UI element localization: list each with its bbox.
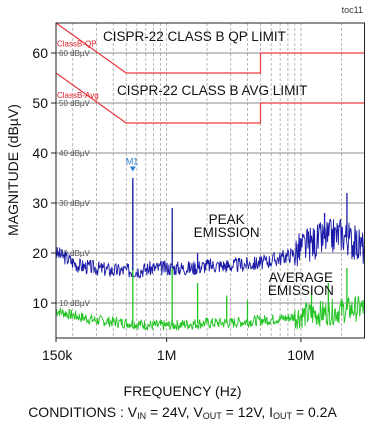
marker-label: M1 bbox=[126, 157, 139, 167]
qp-limit-annotation: CISPR-22 CLASS B QP LIMIT bbox=[103, 29, 286, 44]
y-tick-label: 50 bbox=[32, 95, 48, 111]
y-tick-label: 30 bbox=[32, 195, 48, 211]
x-tick-label: 1M bbox=[157, 347, 176, 363]
limit-line-name: ClassB-Avg bbox=[57, 91, 99, 100]
limit-line bbox=[55, 22, 365, 74]
limit-line-name: ClassB-QP bbox=[57, 40, 97, 49]
average-emission-trace bbox=[55, 295, 365, 331]
x-tick-label: 10M bbox=[287, 347, 314, 363]
y-tick-label: 40 bbox=[32, 145, 48, 161]
y-tick-label: 60 bbox=[32, 45, 48, 61]
gridline-label: 30 dBµV bbox=[59, 199, 91, 208]
x-axis-title: FREQUENCY (Hz) bbox=[123, 383, 242, 399]
emission-annotation: EMISSION bbox=[194, 225, 260, 240]
emission-annotation: AVERAGE bbox=[269, 270, 333, 285]
conditions-caption: CONDITIONS : VIN = 24V, VOUT = 12V, IOUT… bbox=[28, 404, 337, 421]
plot-area: 10 20 30 40 50 60 60 dBµV 50 dBµV 40 dBµV 30 dBµV… bbox=[32, 22, 365, 363]
avg-limit-annotation: CISPR-22 CLASS B AVG LIMIT bbox=[117, 83, 307, 98]
marker-triangle bbox=[129, 166, 136, 172]
gridline-label: 10 dBµV bbox=[59, 299, 91, 308]
plot-frame bbox=[55, 22, 365, 339]
emission-annotation: EMISSION bbox=[268, 283, 334, 298]
gridline-label: 50 dBµV bbox=[59, 99, 91, 108]
y-axis-title: MAGNITUDE (dBµV) bbox=[5, 104, 21, 236]
gridline-label: 40 dBµV bbox=[59, 149, 91, 158]
gridline-label: 20 dBµV bbox=[59, 249, 91, 258]
gridline-label: 60 dBµV bbox=[59, 49, 91, 58]
x-tick-label: 150k bbox=[42, 347, 73, 363]
limit-line bbox=[55, 72, 365, 124]
peak-emission-trace bbox=[55, 218, 365, 279]
figure-id: toc11 bbox=[342, 5, 363, 15]
y-tick-label: 10 bbox=[32, 295, 48, 311]
emission-annotation: PEAK bbox=[209, 212, 245, 227]
y-tick-label: 20 bbox=[32, 245, 48, 261]
